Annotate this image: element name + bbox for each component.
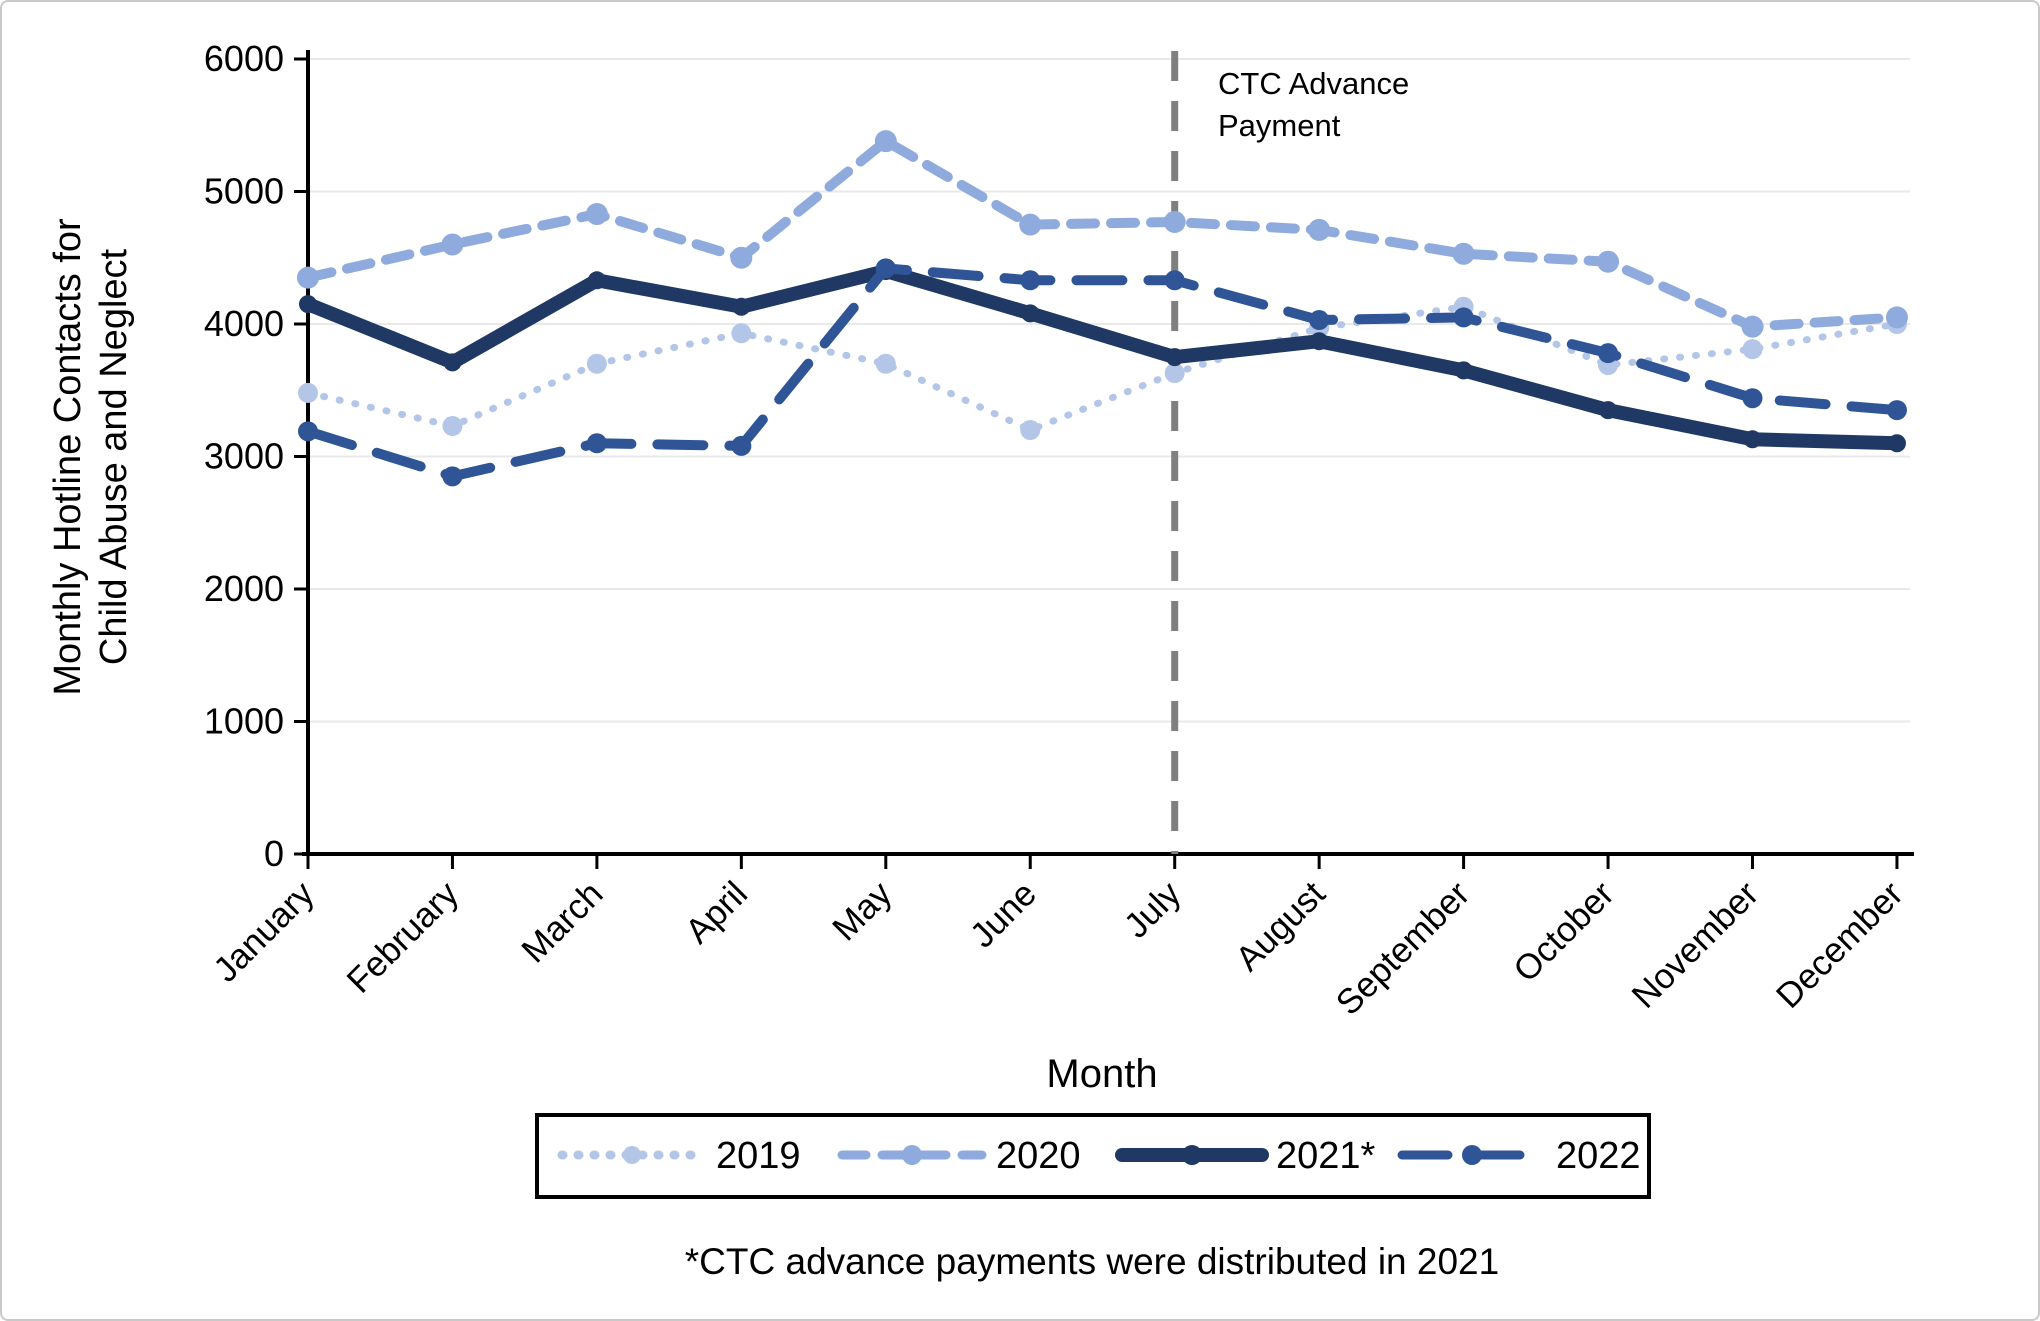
series-line-2020 — [303, 136, 1902, 332]
data-point-marker — [875, 258, 896, 279]
data-point-marker — [1164, 270, 1185, 291]
month-label: January — [206, 874, 322, 990]
data-point-marker — [441, 233, 464, 256]
month-label: August — [1228, 874, 1333, 979]
data-point-marker — [443, 353, 462, 372]
month-label: June — [963, 874, 1044, 955]
data-point-marker — [442, 416, 463, 437]
data-point-marker — [298, 421, 318, 442]
data-point-marker — [1165, 348, 1184, 367]
series-line-2021 — [301, 264, 1904, 451]
month-label: October — [1506, 874, 1622, 990]
data-point-marker — [1599, 401, 1618, 420]
y-tick-label: 2000 — [204, 568, 284, 609]
ctc-annotation: CTC Advance Payment — [1218, 66, 1409, 143]
data-point-marker — [1742, 339, 1763, 360]
data-point-marker — [1309, 310, 1330, 331]
y-axis-title-line1: Monthly Hotline Contacts for — [47, 218, 89, 696]
legend-marker — [902, 1145, 922, 1165]
y-tick-label: 4000 — [204, 303, 284, 344]
data-point-marker — [1886, 400, 1907, 421]
footnote: *CTC advance payments were distributed i… — [685, 1241, 1499, 1282]
y-axis-title: Monthly Hotline Contacts for Child Abuse… — [47, 218, 135, 696]
data-point-marker — [1743, 430, 1762, 449]
legend-marker — [1182, 1145, 1202, 1165]
legend: 2019 2020 2021* 2022 — [535, 1113, 1651, 1199]
data-point-marker — [874, 130, 897, 153]
month-label: February — [339, 874, 466, 1001]
x-axis-title: Month — [1046, 1052, 1157, 1096]
month-label: May — [825, 874, 900, 949]
data-point-marker — [1598, 343, 1619, 364]
ctc-annotation-line2: Payment — [1218, 108, 1341, 143]
month-label: March — [514, 874, 610, 970]
legend-label: 2021* — [1276, 1135, 1376, 1177]
data-point-marker — [731, 435, 752, 456]
series-line-2022 — [303, 263, 1902, 482]
data-point-marker — [1741, 315, 1764, 338]
data-point-marker — [299, 295, 317, 314]
data-point-marker — [297, 266, 319, 289]
legend-label: 2022 — [1556, 1135, 1641, 1177]
y-tick-label: 6000 — [204, 38, 284, 79]
data-point-marker — [587, 271, 606, 290]
month-label: September — [1329, 874, 1478, 1023]
legend-border — [535, 1113, 1651, 1199]
data-point-marker — [1887, 434, 1906, 453]
data-point-marker — [731, 323, 752, 344]
data-point-marker — [586, 353, 607, 374]
legend-label: 2020 — [996, 1135, 1081, 1177]
data-point-marker — [1885, 306, 1908, 329]
month-label: November — [1624, 874, 1766, 1016]
legend-marker — [623, 1146, 641, 1164]
month-label: April — [678, 874, 755, 951]
data-point-marker — [875, 353, 896, 374]
y-tick-label: 1000 — [204, 701, 284, 742]
legend-marker — [1462, 1145, 1482, 1165]
data-point-marker — [1020, 420, 1041, 440]
data-point-marker — [1021, 304, 1040, 323]
month-label: July — [1117, 874, 1189, 946]
gridlines-group — [308, 58, 1910, 723]
data-point-marker — [730, 246, 753, 269]
data-point-marker — [1019, 213, 1042, 236]
legend-label: 2019 — [716, 1135, 801, 1177]
data-series-group — [297, 130, 1908, 487]
data-point-marker — [732, 297, 751, 316]
data-point-marker — [586, 433, 607, 454]
data-point-marker — [1597, 250, 1620, 273]
data-point-marker — [1454, 361, 1473, 380]
data-point-marker — [1742, 388, 1763, 409]
data-point-marker — [1164, 363, 1185, 384]
data-point-marker — [585, 203, 608, 226]
data-point-marker — [1310, 332, 1329, 351]
data-point-marker — [442, 466, 463, 487]
y-tick-label: 5000 — [204, 171, 284, 212]
y-tick-label: 0 — [264, 833, 284, 874]
data-point-marker — [1452, 242, 1475, 265]
data-point-marker — [1308, 218, 1331, 241]
data-point-marker — [1020, 270, 1041, 291]
month-label: December — [1769, 874, 1911, 1016]
data-point-marker — [1453, 307, 1474, 328]
data-point-marker — [1163, 210, 1186, 233]
data-point-marker — [298, 382, 318, 403]
y-axis-title-line2: Child Abuse and Neglect — [93, 248, 135, 665]
y-tick-label: 3000 — [204, 436, 284, 477]
series-line-2019 — [304, 303, 1901, 434]
ticks-group: 0 1000 2000 3000 4000 5000 6000 January February… — [204, 38, 1911, 1023]
ctc-annotation-line1: CTC Advance — [1218, 66, 1409, 101]
